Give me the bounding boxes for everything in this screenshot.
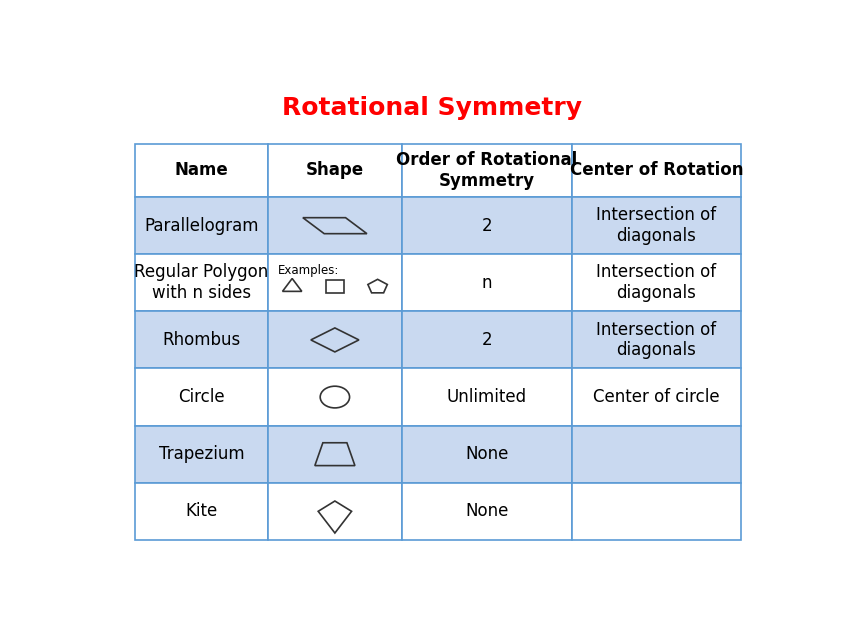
Text: Regular Polygon
with n sides: Regular Polygon with n sides bbox=[134, 264, 269, 302]
Text: Shape: Shape bbox=[306, 161, 364, 179]
Text: None: None bbox=[465, 445, 509, 463]
Bar bbox=[572, 197, 742, 254]
Text: None: None bbox=[465, 502, 509, 520]
Bar bbox=[572, 254, 742, 311]
Bar bbox=[135, 483, 268, 540]
Text: Center of Rotation: Center of Rotation bbox=[570, 161, 743, 179]
Bar bbox=[572, 311, 742, 368]
Bar bbox=[268, 254, 402, 311]
Bar bbox=[135, 144, 268, 197]
Text: Intersection of
diagonals: Intersection of diagonals bbox=[596, 206, 717, 245]
Bar bbox=[135, 311, 268, 368]
Bar bbox=[402, 368, 572, 425]
Bar bbox=[572, 144, 742, 197]
Text: Order of Rotational
Symmetry: Order of Rotational Symmetry bbox=[396, 151, 578, 190]
Bar bbox=[572, 368, 742, 425]
Bar bbox=[572, 425, 742, 483]
Text: Kite: Kite bbox=[185, 502, 217, 520]
Bar bbox=[572, 483, 742, 540]
Bar bbox=[402, 425, 572, 483]
Text: n: n bbox=[482, 274, 492, 292]
Bar bbox=[402, 144, 572, 197]
Text: Intersection of
diagonals: Intersection of diagonals bbox=[596, 321, 717, 360]
Bar bbox=[268, 311, 402, 368]
Text: Examples:: Examples: bbox=[278, 264, 338, 277]
Bar bbox=[268, 425, 402, 483]
Text: Circle: Circle bbox=[178, 388, 225, 406]
Bar bbox=[135, 197, 268, 254]
Bar bbox=[135, 254, 268, 311]
Bar bbox=[268, 197, 402, 254]
Bar bbox=[268, 483, 402, 540]
Text: Trapezium: Trapezium bbox=[158, 445, 244, 463]
Bar bbox=[268, 144, 402, 197]
Bar bbox=[402, 254, 572, 311]
Bar bbox=[402, 483, 572, 540]
Bar bbox=[268, 368, 402, 425]
Text: Parallelogram: Parallelogram bbox=[144, 216, 258, 235]
Text: Center of circle: Center of circle bbox=[594, 388, 720, 406]
Text: 2: 2 bbox=[482, 331, 492, 349]
Bar bbox=[135, 425, 268, 483]
Bar bbox=[402, 197, 572, 254]
Text: Rotational Symmetry: Rotational Symmetry bbox=[281, 96, 582, 120]
Bar bbox=[135, 368, 268, 425]
Text: Unlimited: Unlimited bbox=[446, 388, 526, 406]
Bar bbox=[402, 311, 572, 368]
Text: 2: 2 bbox=[482, 216, 492, 235]
Text: Name: Name bbox=[174, 161, 228, 179]
Text: Rhombus: Rhombus bbox=[163, 331, 241, 349]
Text: Intersection of
diagonals: Intersection of diagonals bbox=[596, 264, 717, 302]
